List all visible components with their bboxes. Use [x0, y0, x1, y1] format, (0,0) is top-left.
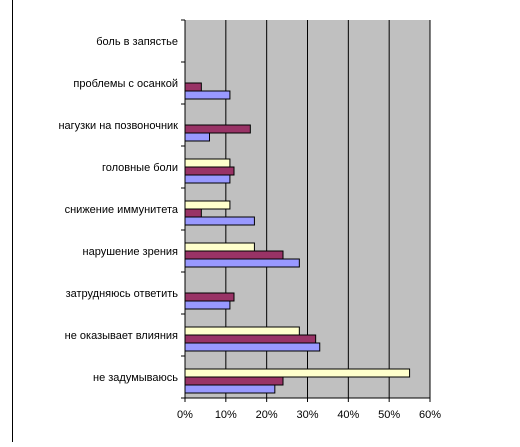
- bar: [184, 258, 300, 268]
- bar: [184, 90, 231, 100]
- bar: [184, 166, 235, 176]
- bar: [184, 124, 251, 134]
- bar: [184, 216, 255, 226]
- bar: [184, 208, 202, 218]
- x-tick-label: 20%: [256, 409, 278, 421]
- bar: [184, 158, 231, 168]
- x-tick-label: 40%: [337, 409, 359, 421]
- bar: [184, 82, 202, 92]
- bar: [184, 334, 317, 344]
- bar: [184, 242, 255, 252]
- bar: [184, 300, 231, 310]
- x-tick-label: 10%: [215, 409, 237, 421]
- category-label: нарушение зрения: [83, 246, 179, 258]
- bar: [184, 292, 235, 302]
- category-label: проблемы с осанкой: [73, 78, 178, 90]
- category-label: головные боли: [102, 162, 178, 174]
- bar: [184, 174, 231, 184]
- bar: [184, 376, 284, 386]
- bar: [184, 200, 231, 210]
- category-label: не задумываюсь: [93, 372, 178, 384]
- category-label: снижение иммунитета: [65, 204, 179, 216]
- category-label: не оказывает влияния: [65, 330, 178, 342]
- x-tick-label: 0%: [177, 409, 193, 421]
- bar: [184, 342, 321, 352]
- x-tick-label: 60%: [419, 409, 441, 421]
- category-label: боль в запястье: [96, 36, 178, 48]
- x-tick-label: 50%: [378, 409, 400, 421]
- category-label: затрудняюсь ответить: [66, 288, 179, 300]
- bar: [184, 384, 276, 394]
- bar: [184, 132, 210, 142]
- x-tick-label: 30%: [296, 409, 318, 421]
- bar: [184, 368, 411, 378]
- frame-line: [12, 0, 13, 442]
- bar: [184, 250, 284, 260]
- category-label: нагузки на позвоночник: [58, 120, 178, 132]
- bar: [184, 326, 300, 336]
